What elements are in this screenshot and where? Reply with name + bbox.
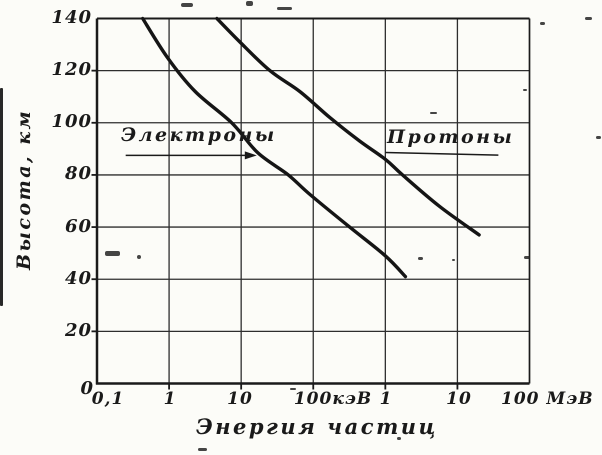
scan-speck xyxy=(585,17,592,20)
scan-edge-bar xyxy=(0,88,3,306)
scan-speck xyxy=(198,448,207,451)
electrons-curve xyxy=(141,16,408,279)
scan-speck xyxy=(277,7,292,10)
x-tick-label-1kev: 1 xyxy=(163,389,177,409)
scan-speck xyxy=(540,22,545,25)
scan-speck xyxy=(105,251,120,256)
electrons-label-arrowhead xyxy=(244,151,257,160)
scan-speck xyxy=(596,136,601,139)
scan-speck xyxy=(430,112,437,114)
scan-speck xyxy=(246,1,253,6)
scan-speck xyxy=(452,259,455,261)
y-tick-label-40: 40 xyxy=(64,268,92,289)
protons-curve xyxy=(215,16,481,237)
x-tick-label-100mev: 100 МэВ xyxy=(501,389,594,409)
y-tick-label-60: 60 xyxy=(64,216,92,237)
scan-speck xyxy=(524,256,530,259)
x-tick-label-100kev: 100кэВ xyxy=(293,389,373,409)
y-tick-label-120: 120 xyxy=(51,59,92,80)
scan-speck xyxy=(397,437,401,440)
y-tick-label-0: 0 xyxy=(80,378,94,399)
y-tick-label-100: 100 xyxy=(51,111,92,132)
x-tick-label-0_1kev: 0,1 xyxy=(91,389,125,409)
x-tick-label-10mev: 10 xyxy=(446,389,472,409)
x-axis-title: Энергия частиц xyxy=(196,414,438,439)
series-label-electrons: Электроны xyxy=(121,124,277,146)
scan-speck xyxy=(181,3,193,7)
y-axis-title: Высота, км xyxy=(13,108,35,270)
y-tick-label-20: 20 xyxy=(64,320,92,341)
scan-speck xyxy=(290,388,296,390)
series-label-protons: Протоны xyxy=(387,126,515,148)
x-tick-label-1mev: 1 xyxy=(379,389,393,409)
scan-speck xyxy=(137,255,141,259)
x-tick-label-10kev: 10 xyxy=(227,389,253,409)
scan-speck xyxy=(418,257,423,260)
protons-label-underline xyxy=(385,151,499,156)
scan-speck xyxy=(523,89,527,91)
y-tick-label-80: 80 xyxy=(64,163,92,184)
y-tick-label-140: 140 xyxy=(51,7,92,28)
